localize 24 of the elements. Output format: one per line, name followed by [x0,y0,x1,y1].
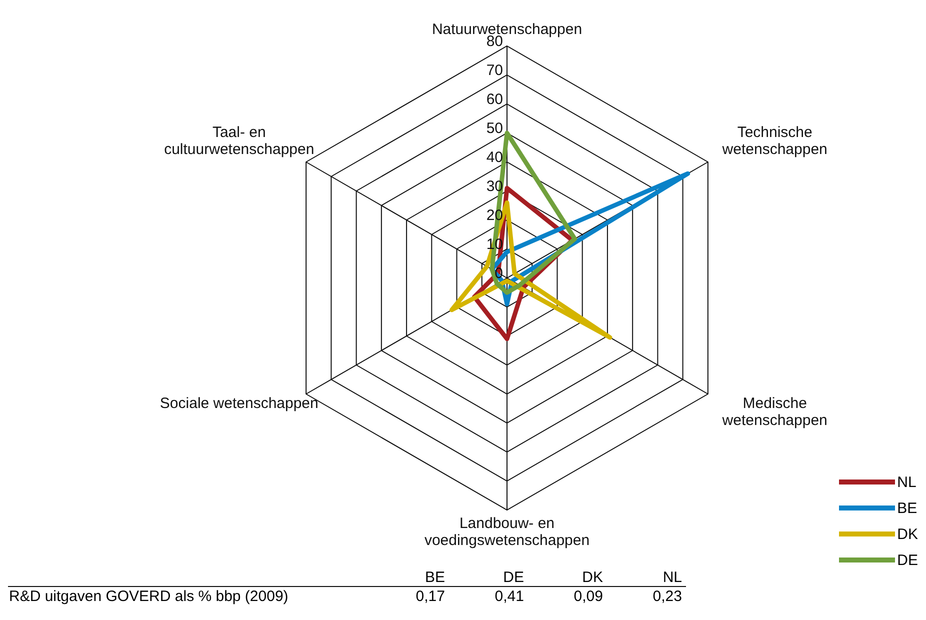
y-tick-label: 50 [486,120,503,137]
legend-label: DE [897,552,918,568]
y-tick-label: 60 [486,91,503,108]
y-tick-label: 70 [486,62,503,79]
text: DE [502,569,525,586]
text: 0,17 [414,587,446,606]
y-tick-label: 0 [494,265,503,282]
text: BE [424,569,446,586]
legend-label: NL [897,474,916,490]
text: DK [581,569,604,586]
spoke-label: Landbouw- en voedingswetenschappen [424,515,590,549]
text: NL [662,569,683,586]
spoke-label: Sociale wetenschappen [160,395,318,412]
y-tick-label: 40 [486,149,503,166]
text: 0,41 [494,587,525,606]
text: 0,09 [572,587,604,606]
y-tick-label: 10 [486,236,503,253]
legend-label: DK [897,526,918,542]
legend-label: BE [897,500,918,516]
spoke-label: Medische wetenschappen [721,395,828,429]
spoke-label: Taal- en cultuurwetenschappen [164,124,314,158]
text: R&D uitgaven GOVERD als % bbp (2009) [8,587,290,606]
spoke-label: Technische wetenschappen [721,124,828,158]
text: 0,23 [652,587,683,606]
